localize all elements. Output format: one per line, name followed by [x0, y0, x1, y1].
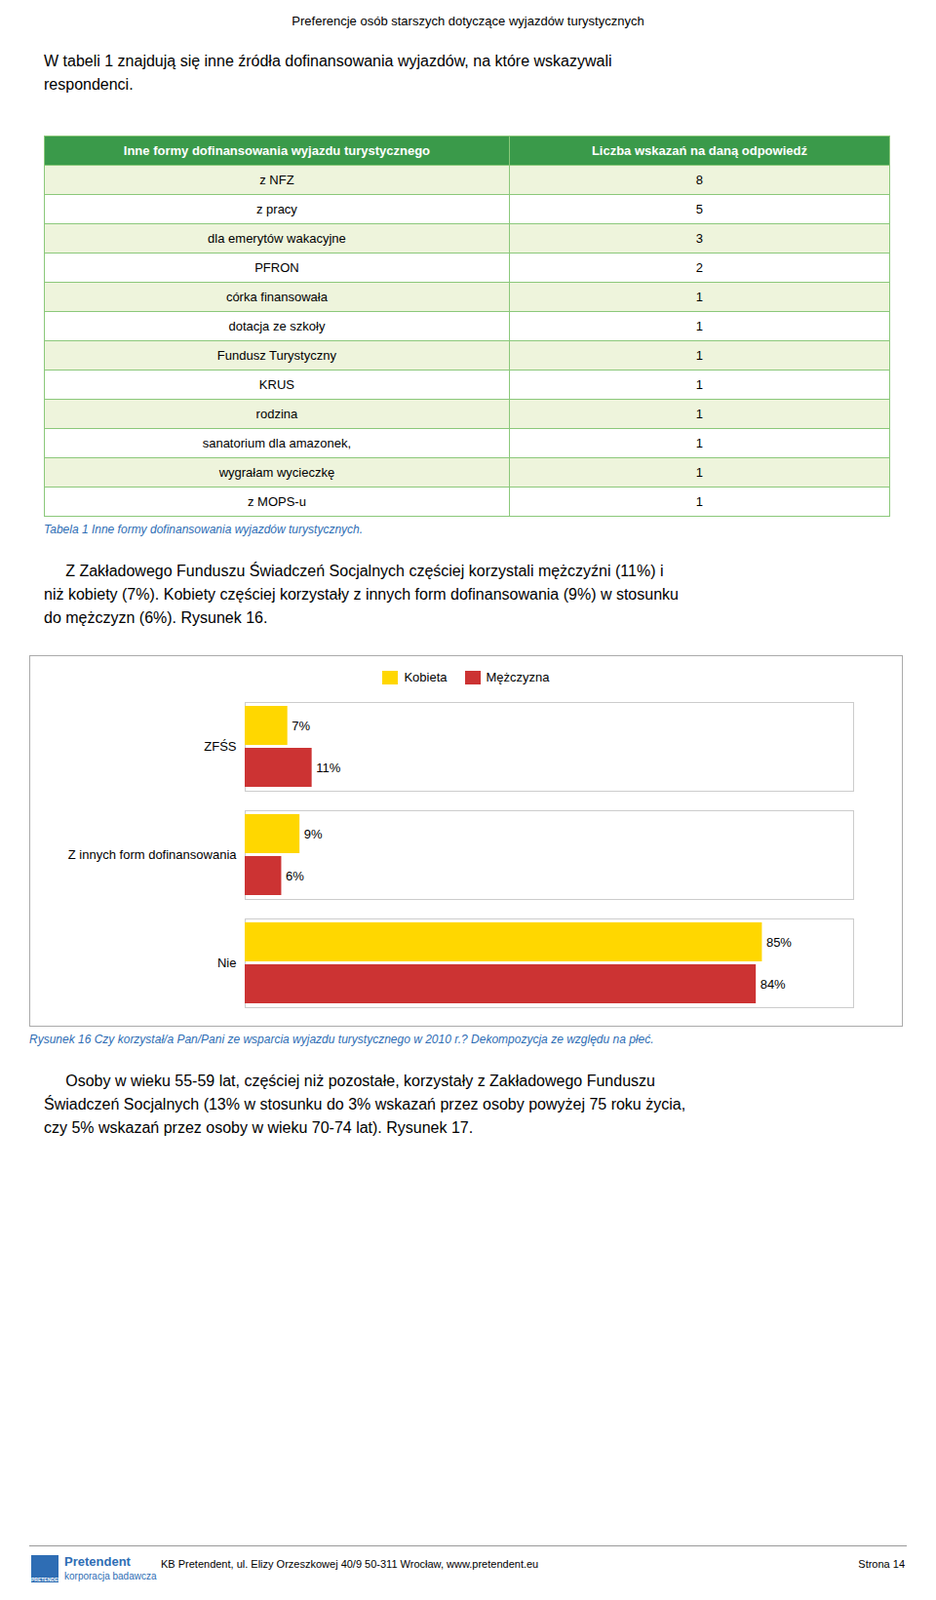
html-text:PFRON: PFRON: [254, 260, 300, 275]
html-text:respondenci.: respondenci.: [43, 76, 134, 93]
svg-text:84%: 84%: [760, 976, 786, 992]
html-text:Kobieta: Kobieta: [404, 669, 448, 685]
html-text:Liczba wskazań na daną odpowie: Liczba wskazań na daną odpowiedź: [591, 143, 808, 158]
html-text:Z Zakładowego Funduszu Świadcz: Z Zakładowego Funduszu Świadczeń Socjaln…: [43, 562, 664, 580]
html-text:Świadczeń Socjalnych (13% w st: Świadczeń Socjalnych (13% w stosunku do …: [43, 1095, 686, 1113]
html-text:niż kobiety (7%). Kobiety częś: niż kobiety (7%). Kobiety częściej korzy…: [43, 585, 679, 603]
html-text:korporacja badawcza: korporacja badawcza: [64, 1570, 157, 1582]
html-text:z pracy: z pracy: [256, 201, 298, 217]
html-text:czy 5% wskazań przez osoby w w: czy 5% wskazań przez osoby w wieku 70-74…: [43, 1119, 474, 1136]
html-text:1: 1: [695, 348, 703, 363]
svg-text:9%: 9%: [304, 826, 323, 842]
html-text:Inne formy dofinansowania wyja: Inne formy dofinansowania wyjazdu turyst…: [123, 143, 430, 158]
html-text:z NFZ: z NFZ: [259, 172, 295, 188]
html-text:1: 1: [695, 494, 703, 509]
html-text:sanatorium dla amazonek,: sanatorium dla amazonek,: [202, 435, 352, 451]
html-text:Pretendent: Pretendent: [64, 1554, 131, 1569]
html-text:wygrałam wycieczkę: wygrałam wycieczkę: [219, 465, 335, 480]
html-text:5: 5: [695, 201, 703, 217]
svg-text:ZFŚS: ZFŚS: [203, 739, 237, 754]
html-text:PRETENDENT: PRETENDENT: [31, 1576, 65, 1583]
html-text:2: 2: [695, 260, 703, 275]
html-text:1: 1: [695, 406, 703, 422]
html-text:3: 3: [695, 231, 703, 246]
html-text:1: 1: [695, 377, 703, 392]
html-text:1: 1: [695, 435, 703, 451]
html-text:Osoby w wieku 55-59 lat, częśc: Osoby w wieku 55-59 lat, częściej niż po…: [43, 1072, 656, 1090]
html-text:1: 1: [695, 465, 703, 480]
svg-text:11%: 11%: [315, 760, 341, 776]
html-text:1: 1: [695, 318, 703, 334]
svg-text:6%: 6%: [285, 868, 305, 884]
html-text:Rysunek 16 Czy korzystał/a Pan: Rysunek 16 Czy korzystał/a Pan/Pani ze w…: [29, 1032, 654, 1047]
svg-text:85%: 85%: [766, 935, 792, 950]
html-text:Tabela 1 Inne formy dofinansow: Tabela 1 Inne formy dofinansowania wyjaz…: [43, 522, 363, 537]
html-text:8: 8: [695, 172, 703, 188]
svg-text:Z innych form dofinansowania: Z innych form dofinansowania: [68, 847, 237, 862]
html-text:z MOPS-u: z MOPS-u: [247, 494, 307, 509]
html-text:Mężczyzna: Mężczyzna: [486, 669, 550, 685]
html-text:Fundusz Turystyczny: Fundusz Turystyczny: [217, 348, 337, 363]
html-text:Strona 14: Strona 14: [858, 1558, 905, 1570]
svg-text:7%: 7%: [291, 718, 311, 734]
svg-text:Nie: Nie: [217, 955, 237, 971]
html-text:do mężczyzn (6%). Rysunek 16.: do mężczyzn (6%). Rysunek 16.: [43, 609, 268, 626]
html-text:dotacja ze szkoły: dotacja ze szkoły: [228, 318, 326, 334]
html-text:dla emerytów wakacyjne: dla emerytów wakacyjne: [207, 231, 346, 246]
html-text:KRUS: KRUS: [259, 377, 295, 392]
html-text:rodzina: rodzina: [256, 406, 298, 422]
html-text:1: 1: [695, 289, 703, 305]
html-text:KB Pretendent, ul. Elizy Orzes: KB Pretendent, ul. Elizy Orzeszkowej 40/…: [160, 1558, 539, 1570]
html-text:córka finansowała: córka finansowała: [226, 289, 328, 305]
html-text:Preferencje osób starszych dot: Preferencje osób starszych dotyczące wyj…: [291, 13, 645, 29]
html-text:W tabeli 1 znajdują się inne ź: W tabeli 1 znajdują się inne źródła dofi…: [43, 52, 612, 70]
